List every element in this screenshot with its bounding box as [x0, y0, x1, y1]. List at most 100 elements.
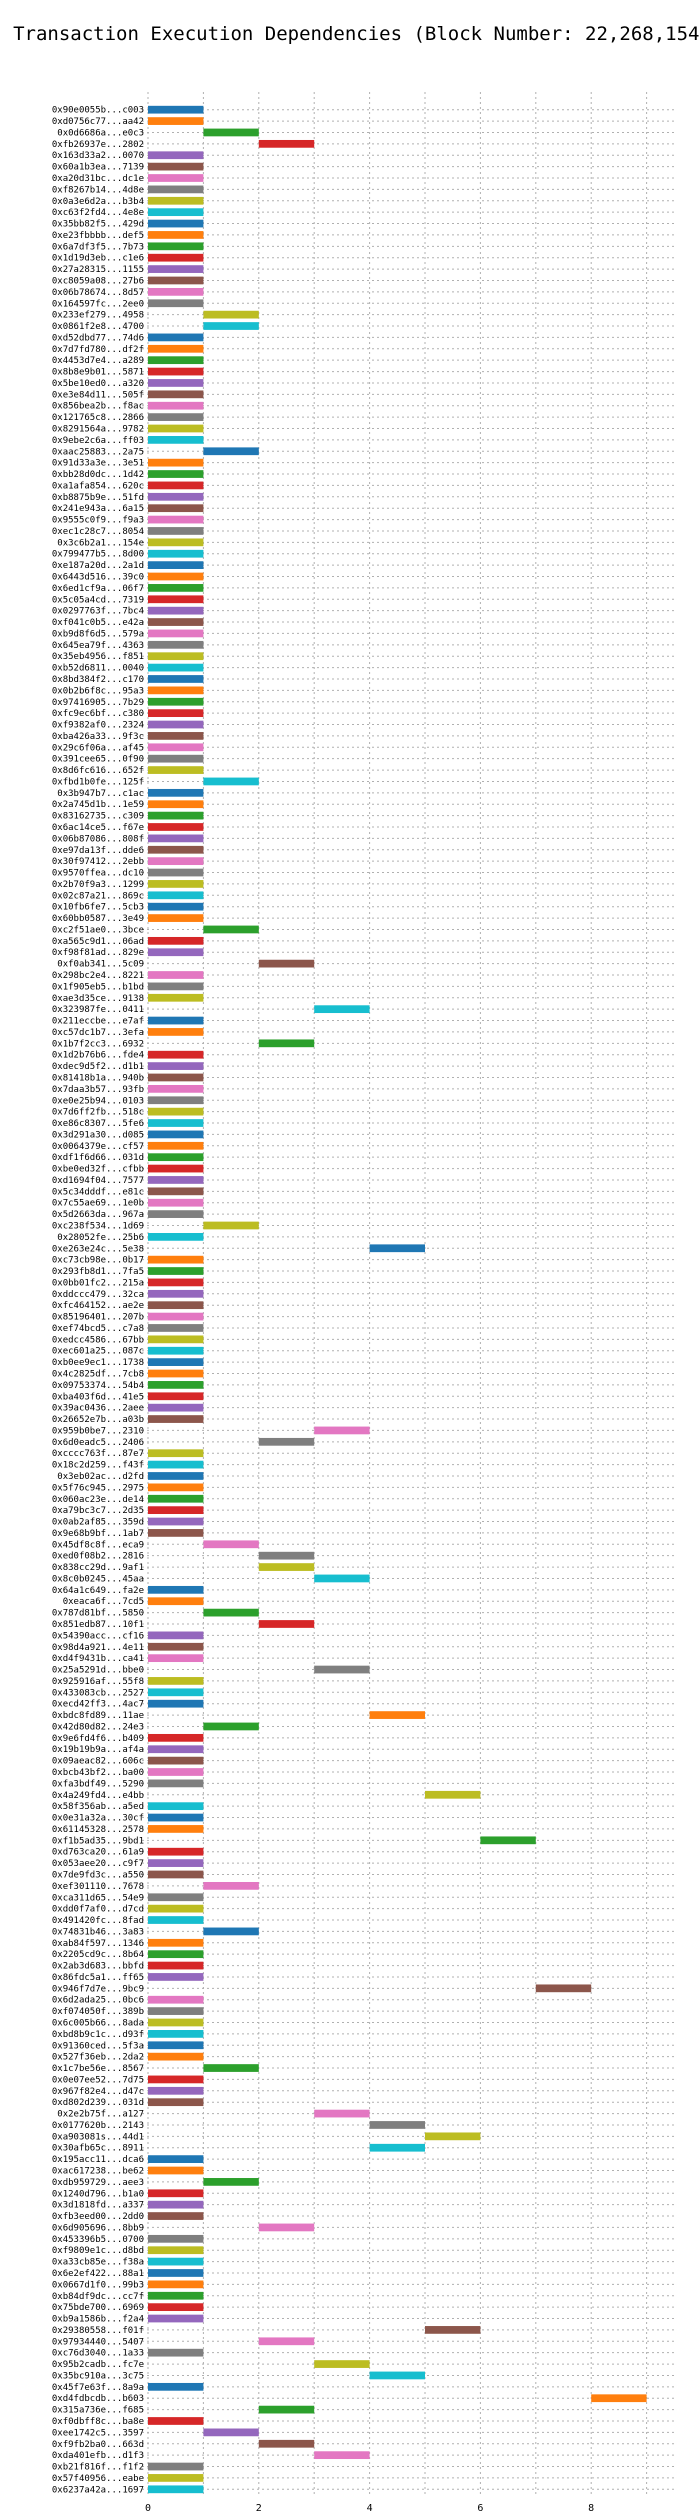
- y-tick-label: 0x35bb82f5...429d: [52, 220, 144, 230]
- y-tick-label: 0x97934440...5407: [52, 2337, 144, 2347]
- bar: [148, 1597, 204, 1606]
- bar: [148, 1289, 204, 1298]
- y-tick-label: 0xb0ee9ec1...1738: [52, 1358, 144, 1368]
- y-tick-label: 0x0e07ee52...7d75: [52, 2075, 144, 2085]
- y-tick-label: 0x967f82e4...d47c: [52, 2087, 144, 2097]
- y-tick-label: 0xd763ca20...61a9: [52, 1848, 144, 1858]
- y-tick-label: 0x293fb8d1...7fa5: [52, 1267, 144, 1277]
- bar: [148, 2382, 204, 2391]
- bar: [148, 2155, 204, 2163]
- bar: [148, 675, 204, 683]
- bar: [148, 436, 204, 444]
- bar: [148, 1813, 204, 1822]
- bar: [148, 857, 204, 866]
- y-tick-label: 0xeaca6f...7cd5: [63, 1597, 144, 1607]
- y-tick-label: 0xb52d6811...0040: [52, 664, 144, 674]
- bar: [148, 1176, 204, 1184]
- bar: [258, 2223, 315, 2232]
- y-tick-label: 0xe23fbbbb...def5: [52, 231, 144, 241]
- bar: [148, 1369, 204, 1378]
- bar: [203, 1221, 259, 1230]
- y-tick-label: 0xf074050f...389b: [52, 2007, 144, 2017]
- y-tick-label: 0x2205cd9c...8b64: [52, 1950, 144, 1960]
- y-tick-label: 0xf0dbff8c...ba8e: [52, 2417, 144, 2427]
- y-tick-label: 0xec1c28c7...8054: [52, 527, 144, 537]
- bar: [148, 1233, 204, 1241]
- bar: [148, 2269, 204, 2277]
- bar: [148, 2212, 204, 2220]
- bar: [148, 2462, 204, 2471]
- bar: [148, 1381, 204, 1389]
- bar: [148, 2280, 204, 2289]
- bar: [148, 1494, 204, 1503]
- y-tick-label: 0xed0f08b2...2816: [52, 1552, 144, 1562]
- y-tick-label: 0x925916af...55f8: [52, 1677, 144, 1687]
- bar: [148, 1084, 204, 1093]
- y-tick-label: 0x7d7fd780...df2f: [52, 345, 144, 355]
- bar: [148, 276, 204, 285]
- bar: [148, 390, 204, 399]
- bar: [203, 128, 259, 137]
- y-tick-label: 0xd4fdbcdb...b603: [52, 2394, 144, 2404]
- bar: [148, 2030, 204, 2038]
- bar: [148, 287, 204, 296]
- bar: [425, 2132, 481, 2141]
- y-tick-label: 0xbb28d0dc...1d42: [52, 470, 144, 480]
- y-tick-label: 0x60a1b3ea...7139: [52, 163, 144, 173]
- bar: [148, 401, 204, 410]
- bar: [148, 1699, 204, 1708]
- bar: [203, 2428, 259, 2437]
- bar: [148, 686, 204, 695]
- y-tick-label: 0x3b947b7...c1ac: [57, 789, 144, 799]
- y-tick-label: 0x1240d796...b1a0: [52, 2189, 144, 2199]
- y-tick-label: 0x4453d7e4...a289: [52, 356, 144, 366]
- bar: [148, 196, 204, 205]
- y-tick-label: 0xae3d35ce...9138: [52, 994, 144, 1004]
- y-tick-label: 0x9ebe2c6a...ff03: [52, 436, 144, 446]
- bar: [425, 1790, 481, 1799]
- bar: [148, 2291, 204, 2300]
- y-tick-label: 0x8b8e9b01...5871: [52, 368, 144, 378]
- bar: [148, 492, 204, 501]
- bar: [148, 231, 204, 239]
- bar: [148, 458, 204, 467]
- bar: [148, 470, 204, 478]
- bar: [148, 481, 204, 490]
- bar: [203, 1881, 259, 1890]
- y-tick-label: 0xf041c0b5...e42a: [52, 618, 144, 628]
- x-tick-label: 4: [367, 2503, 373, 2514]
- y-tick-label: 0xef74bcd5...c7a8: [52, 1324, 144, 1334]
- y-tick-label: 0xf1b5ad35...9bd1: [52, 1836, 144, 1846]
- y-tick-label: 0x35bc910a...3c75: [52, 2371, 144, 2381]
- y-tick-label: 0x491420fc...8fad: [52, 1916, 144, 1926]
- bar: [148, 356, 204, 365]
- bar: [314, 2109, 370, 2118]
- grid-lines: [142, 92, 675, 2497]
- bar: [148, 1870, 204, 1879]
- bar: [148, 1654, 204, 1663]
- y-tick-label: 0x09753374...54b4: [52, 1381, 144, 1391]
- bar: [148, 1893, 204, 1902]
- y-tick-label: 0xbcb43bf2...ba00: [52, 1768, 144, 1778]
- y-tick-label: 0xc76d3040...1a33: [52, 2349, 144, 2359]
- bar: [148, 367, 204, 376]
- bar: [148, 299, 204, 308]
- bar: [148, 993, 204, 1002]
- bar: [148, 151, 204, 160]
- bar: [148, 242, 204, 251]
- bar: [148, 811, 204, 820]
- bar: [148, 344, 204, 353]
- bar: [148, 788, 204, 797]
- y-tick-label: 0x391cee65...0f90: [52, 755, 144, 765]
- y-tick-label: 0xe0e25b94...0103: [52, 1096, 144, 1106]
- x-tick-label: 0: [145, 2503, 151, 2514]
- y-tick-label: 0x2a745d1b...1e59: [52, 800, 144, 810]
- bar: [148, 1415, 204, 1423]
- bar: [148, 1733, 204, 1742]
- y-tick-label: 0xe263e24c...5e38: [52, 1244, 144, 1254]
- bar: [148, 208, 204, 217]
- y-tick-label: 0x7c55ae69...1e0b: [52, 1199, 144, 1209]
- bar: [258, 139, 315, 148]
- y-tick-label: 0x7d6ff2fb...518c: [52, 1108, 144, 1118]
- y-tick-label: 0x75bde700...6969: [52, 2303, 144, 2313]
